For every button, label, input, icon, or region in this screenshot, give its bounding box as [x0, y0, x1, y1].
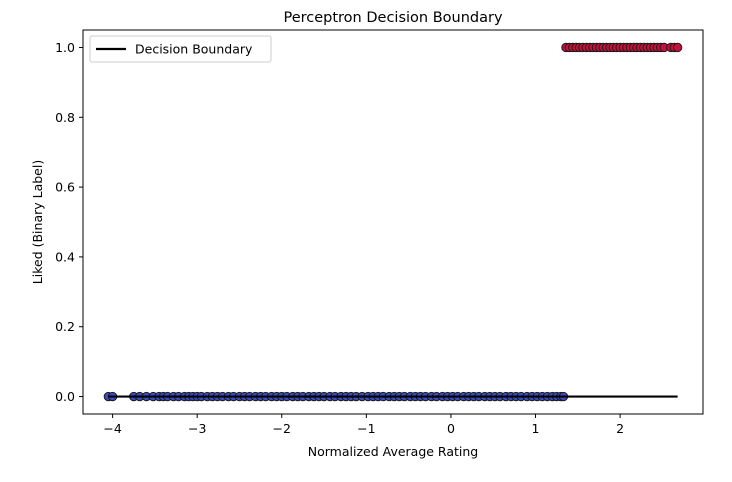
data-point-class-1-32: [672, 42, 683, 53]
y-tick-label-0: 0.0: [55, 389, 75, 404]
y-tick-label-3: 0.6: [55, 180, 75, 195]
legend-box: [89, 35, 272, 63]
plot-frame: [82, 29, 704, 415]
x-axis: −4 −3 −2 −1 0 1 2: [103, 414, 624, 436]
y-tick-label-1: 0.2: [55, 319, 75, 334]
legend-label: Decision Boundary: [135, 42, 253, 57]
x-tick-label-1: −3: [188, 421, 206, 436]
legend: Decision Boundary: [89, 35, 272, 63]
x-tick-label-2: −2: [273, 421, 291, 436]
y-axis-label: Liked (Binary Label): [30, 160, 45, 284]
x-tick-label-5: 1: [532, 421, 540, 436]
x-tick-label-6: 2: [616, 421, 624, 436]
x-tick-label-0: −4: [103, 421, 121, 436]
x-axis-label: Normalized Average Rating: [308, 444, 478, 459]
y-tick-label-5: 1.0: [55, 40, 75, 55]
y-tick-label-2: 0.4: [55, 249, 75, 264]
y-tick-label-4: 0.8: [55, 110, 75, 125]
y-axis: 0.0 0.2 0.4 0.6 0.8 1.0: [55, 40, 83, 404]
x-tick-label-4: 0: [447, 421, 455, 436]
x-tick-label-3: −1: [357, 421, 375, 436]
chart-title: Perceptron Decision Boundary: [283, 10, 502, 26]
